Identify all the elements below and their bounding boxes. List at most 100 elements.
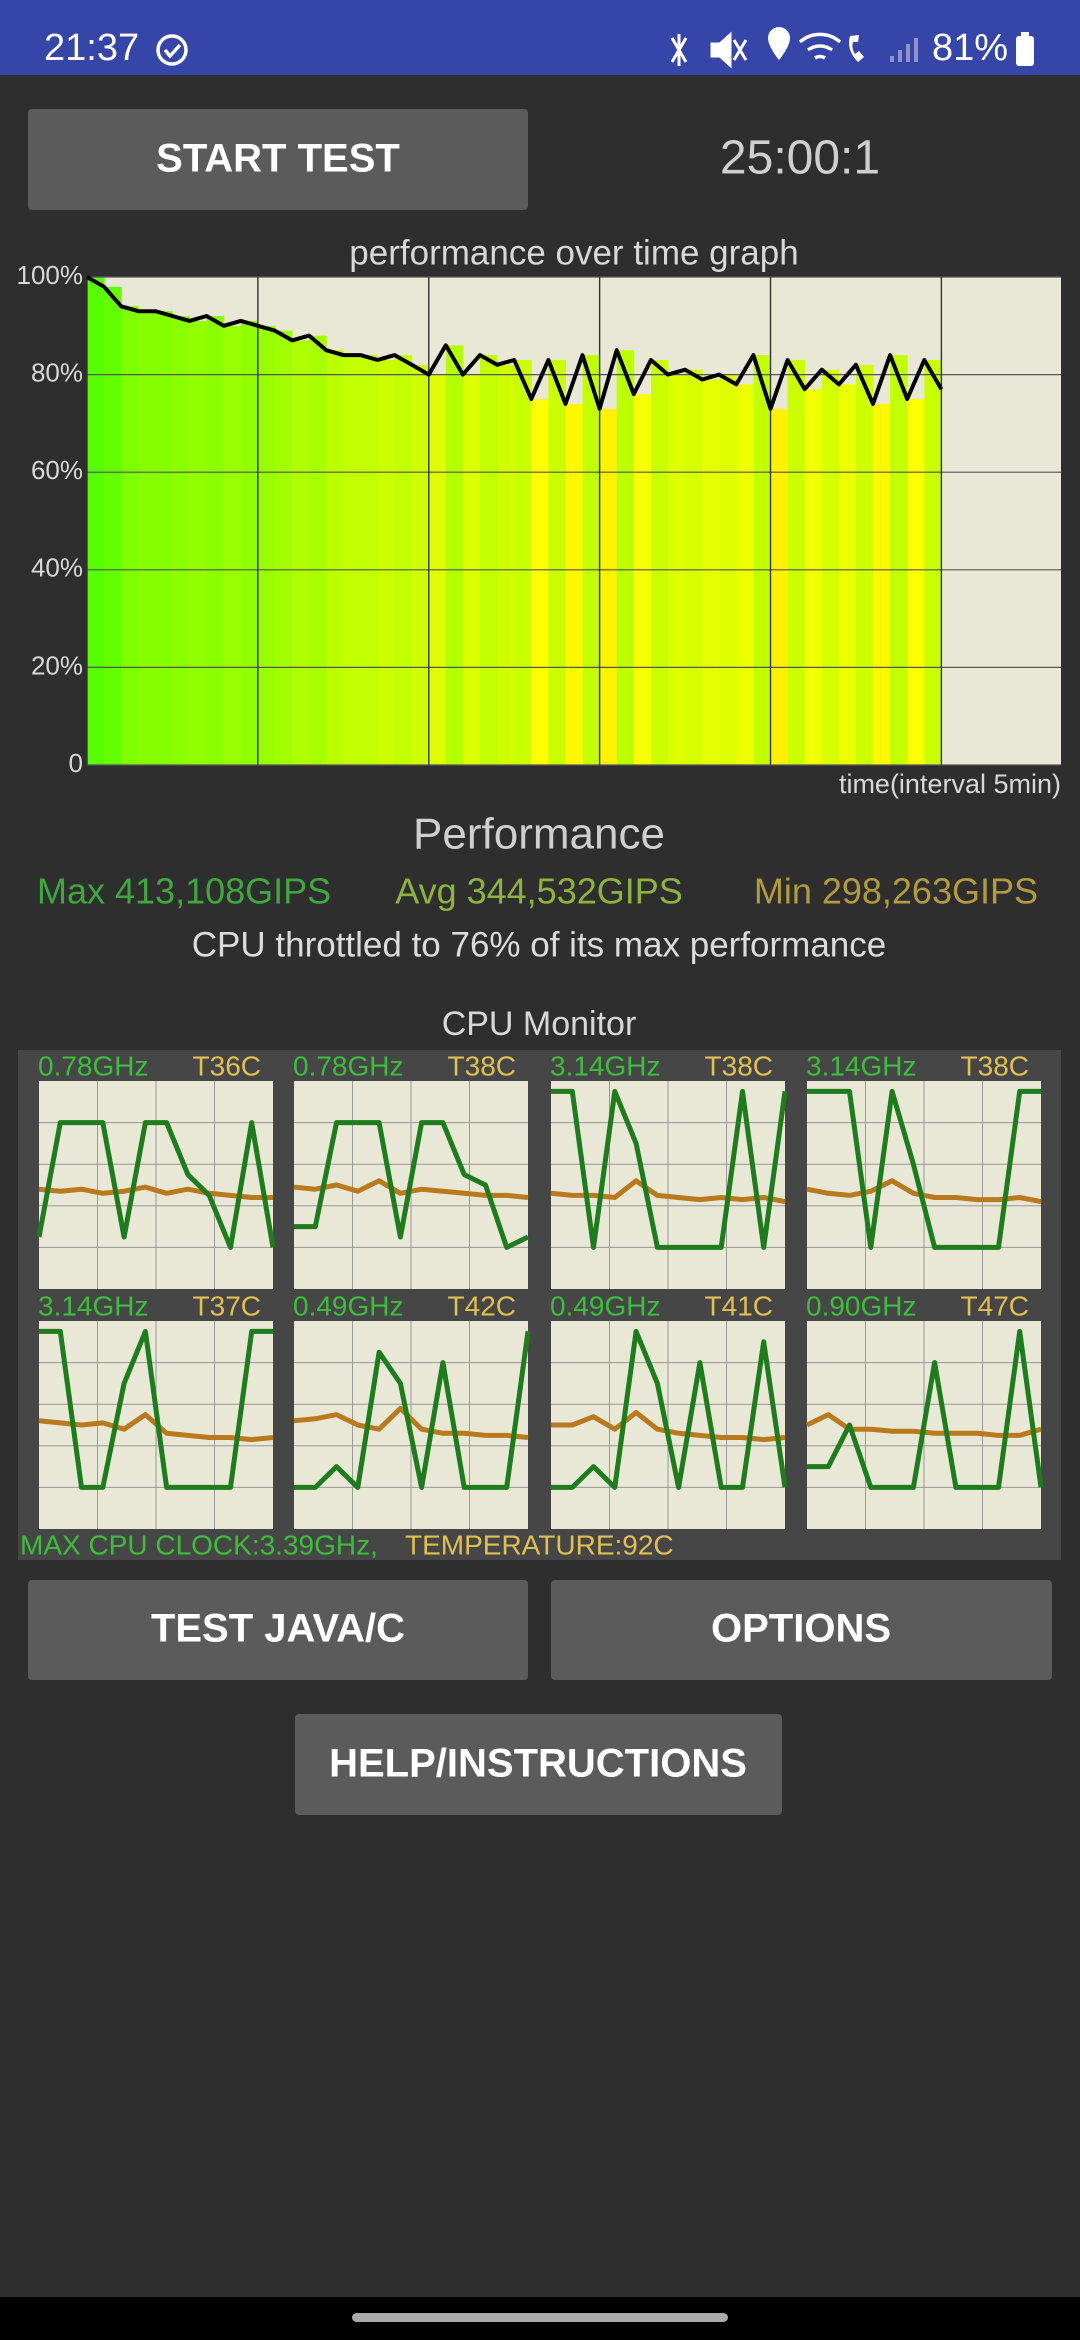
area-segment (360, 355, 378, 765)
y-tick-label: 20% (31, 650, 83, 680)
performance-title: Performance (413, 810, 665, 859)
y-tick-label: 100% (17, 260, 84, 290)
battery-cap (1021, 32, 1029, 37)
bluetooth-icon (670, 34, 688, 66)
x-axis-label: time(interval 5min) (839, 769, 1061, 799)
core-temperature: T38C (961, 1050, 1029, 1081)
area-segment (292, 340, 310, 765)
core-frequency: 3.14GHz (38, 1290, 149, 1321)
test-java-button[interactable] (28, 1580, 528, 1680)
area-segment (787, 359, 806, 765)
core-temperature: T47C (961, 1290, 1029, 1321)
area-segment (855, 364, 874, 765)
max-performance: Max 413,108GIPS (37, 871, 331, 912)
core-temperature: T41C (705, 1290, 773, 1321)
core-frequency: 0.78GHz (293, 1050, 404, 1081)
area-segment (514, 359, 532, 765)
area-segment (480, 355, 498, 765)
core-clock-line (294, 1331, 531, 1490)
core-clock-line (551, 1088, 788, 1250)
y-tick-label: 40% (31, 553, 83, 583)
area-segment (531, 399, 549, 765)
area-segment (411, 364, 430, 765)
battery-percent: 81% (932, 27, 1008, 69)
area-segment (770, 408, 789, 765)
mute-icon (710, 31, 748, 69)
area-segment (685, 369, 703, 765)
button-label: HELP/INSTRUCTIONS (329, 1742, 747, 1786)
area-segment (138, 311, 156, 765)
area-segment (497, 364, 515, 765)
button-label: OPTIONS (711, 1607, 891, 1651)
core-temperature-line (806, 1178, 1042, 1205)
button-label: TEST JAVA/C (151, 1607, 405, 1651)
core-temperature-line (38, 1184, 273, 1200)
core-clock-line (36, 1120, 276, 1250)
core-temperature: T38C (705, 1050, 773, 1081)
performance-line (86, 275, 944, 411)
max-cpu-clock: MAX CPU CLOCK:3.39GHz, (20, 1529, 378, 1560)
help-button[interactable] (295, 1714, 782, 1815)
area-segment (257, 325, 276, 765)
area-segment (121, 306, 139, 765)
area-segment (206, 316, 225, 765)
plot: 0 20% 40% 60% 80% 100% (17, 260, 1061, 778)
core-temperature-line (550, 1178, 786, 1205)
options-button[interactable] (551, 1580, 1052, 1680)
area-segment (155, 311, 173, 765)
area-segment (838, 384, 857, 765)
area-segment (873, 403, 891, 765)
y-tick-label: 80% (31, 357, 83, 387)
area-segment (104, 286, 122, 765)
status-bar (0, 0, 1080, 75)
area-segment (702, 379, 720, 765)
area-segment (599, 408, 618, 765)
core-temperature: T37C (193, 1290, 261, 1321)
area-segment (804, 389, 823, 765)
start-test-button[interactable] (28, 109, 528, 210)
check-mark (163, 43, 182, 59)
call-icon (849, 35, 864, 62)
core-frequency: 0.90GHz (806, 1290, 917, 1321)
avg-performance: Avg 344,532GIPS (395, 871, 683, 912)
area-segment (821, 369, 840, 765)
area-segment (633, 394, 652, 765)
signal-icon (890, 38, 918, 62)
area-segment (907, 399, 925, 765)
check-icon (156, 34, 188, 66)
area-segment (343, 355, 361, 765)
area-segment (172, 316, 191, 765)
min-performance: Min 298,263GIPS (754, 871, 1038, 912)
y-tick-label: 60% (31, 455, 83, 485)
throttle-summary: CPU throttled to 76% of its max performa… (192, 925, 886, 964)
core-frequency: 0.49GHz (293, 1290, 404, 1321)
area-segment (565, 403, 584, 765)
core-clock-line (807, 1328, 1044, 1490)
battery-icon (1016, 36, 1034, 66)
core-temperature-line (293, 1405, 529, 1440)
location-icon (768, 27, 790, 60)
home-handle[interactable] (352, 2313, 728, 2322)
area-segment (223, 325, 242, 765)
area-segment (616, 350, 635, 765)
core-temperature: T42C (448, 1290, 516, 1321)
wifi-icon (798, 32, 842, 60)
area-segment (753, 355, 772, 765)
clock: 21:37 (44, 27, 139, 69)
area-segment (924, 359, 942, 765)
area-segment (890, 355, 908, 765)
core-temperature: T36C (193, 1050, 261, 1081)
core-frequency: 3.14GHz (550, 1050, 661, 1081)
core-frequency: 0.49GHz (550, 1290, 661, 1321)
core-clock-line (294, 1120, 530, 1250)
core-clock-line (551, 1328, 788, 1490)
area-segment (274, 330, 293, 765)
area-segment (394, 355, 413, 765)
area-segment (189, 320, 208, 765)
cpu-monitor-title: CPU Monitor (442, 1005, 637, 1043)
area-segment (650, 359, 669, 765)
area-segment (377, 359, 396, 765)
area-segment (582, 355, 601, 765)
core-frequency: 0.78GHz (38, 1050, 149, 1081)
